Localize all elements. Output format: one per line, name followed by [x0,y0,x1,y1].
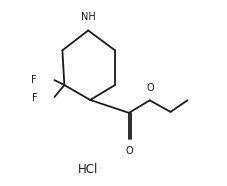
Text: F: F [31,75,36,85]
Text: F: F [32,93,37,103]
Text: HCl: HCl [78,163,98,176]
Text: O: O [146,83,154,93]
Text: NH: NH [80,12,95,22]
Text: O: O [125,146,132,156]
